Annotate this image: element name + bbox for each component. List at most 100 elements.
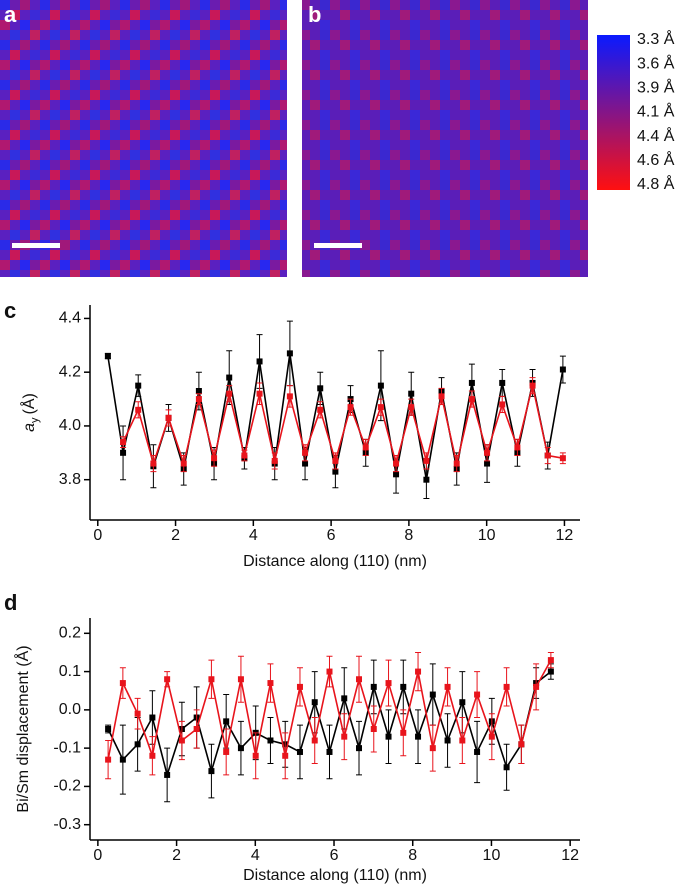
marker <box>559 366 566 373</box>
y-tick-label: 4.4 <box>59 310 81 327</box>
colorbar-label: 4.6 Å <box>637 150 675 169</box>
marker <box>326 668 333 675</box>
marker <box>453 460 460 467</box>
marker <box>370 726 377 732</box>
y-tick-label: -0.1 <box>53 739 81 756</box>
marker <box>105 756 112 763</box>
marker <box>223 748 230 755</box>
marker <box>119 680 126 687</box>
marker <box>362 444 369 451</box>
panel-label: b <box>308 2 321 27</box>
marker <box>211 455 218 462</box>
y-tick-label: 0.0 <box>59 701 81 718</box>
marker <box>178 737 185 744</box>
x-tick-label: 8 <box>408 847 417 864</box>
marker <box>195 396 202 403</box>
y-tick-label: 0.2 <box>59 625 81 642</box>
marker <box>317 406 324 413</box>
marker <box>105 726 112 732</box>
panel-label: a <box>4 2 17 27</box>
marker <box>459 737 466 744</box>
marker <box>499 401 506 408</box>
colorbar <box>597 35 630 190</box>
panel-label: d <box>4 590 17 615</box>
marker <box>134 741 141 748</box>
marker <box>256 390 263 397</box>
marker <box>149 714 156 721</box>
colorbar-label: 3.3 Å <box>637 29 675 48</box>
marker <box>444 737 451 744</box>
marker <box>226 390 233 397</box>
marker <box>267 680 274 687</box>
marker <box>474 691 481 698</box>
marker <box>326 748 333 755</box>
marker <box>341 733 348 740</box>
marker <box>400 683 407 690</box>
marker <box>193 726 200 732</box>
marker <box>226 374 233 381</box>
marker <box>438 393 445 400</box>
marker <box>408 390 415 397</box>
marker <box>341 695 348 702</box>
marker <box>296 683 303 690</box>
marker <box>311 737 318 744</box>
marker <box>499 379 506 386</box>
marker <box>252 752 259 759</box>
x-axis-label: Distance along (110) (nm) <box>243 553 427 570</box>
x-tick-label: 8 <box>404 527 413 544</box>
marker <box>332 457 339 464</box>
colorbar-label: 3.6 Å <box>637 53 675 72</box>
marker <box>533 683 540 690</box>
marker <box>377 382 384 389</box>
marker <box>120 439 127 446</box>
marker <box>104 353 111 360</box>
y-axis-label: Bi/Sm displacement (Å) <box>13 645 32 812</box>
marker <box>468 396 475 403</box>
marker <box>208 768 215 775</box>
x-tick-label: 2 <box>172 847 181 864</box>
marker <box>429 691 436 698</box>
marker <box>547 668 554 675</box>
marker <box>385 680 392 687</box>
series-line <box>122 385 564 467</box>
x-tick-label: 10 <box>483 847 501 864</box>
marker <box>518 741 525 748</box>
x-tick-label: 6 <box>330 847 339 864</box>
y-tick-label: -0.2 <box>53 778 81 795</box>
marker <box>195 388 202 394</box>
marker <box>377 404 384 411</box>
marker <box>474 748 481 755</box>
marker <box>356 745 363 752</box>
y-label-symbol: a <box>21 423 38 432</box>
marker <box>408 404 415 411</box>
marker <box>150 460 157 467</box>
x-tick-label: 4 <box>251 847 260 864</box>
marker <box>423 476 430 483</box>
marker <box>393 460 400 467</box>
colorbar-label: 3.9 Å <box>637 78 675 97</box>
y-tick-label: 3.8 <box>59 471 81 488</box>
marker <box>149 752 156 759</box>
marker <box>317 385 324 392</box>
heatmap-a <box>0 0 287 277</box>
marker <box>256 358 263 365</box>
x-tick-label: 10 <box>478 527 496 544</box>
marker <box>134 710 141 717</box>
marker <box>302 460 309 467</box>
marker <box>503 764 510 771</box>
y-axis-label: ay (Å) <box>19 393 41 432</box>
marker <box>164 771 171 778</box>
marker <box>415 668 422 675</box>
marker <box>547 657 554 664</box>
marker <box>165 414 172 421</box>
marker <box>208 676 215 683</box>
marker <box>271 457 278 464</box>
marker <box>286 393 293 400</box>
marker <box>180 460 187 467</box>
marker <box>237 745 244 752</box>
marker <box>468 379 475 386</box>
colorbar-label: 4.1 Å <box>637 102 675 121</box>
colorbar-label: 4.4 Å <box>637 126 675 145</box>
marker <box>135 382 142 389</box>
